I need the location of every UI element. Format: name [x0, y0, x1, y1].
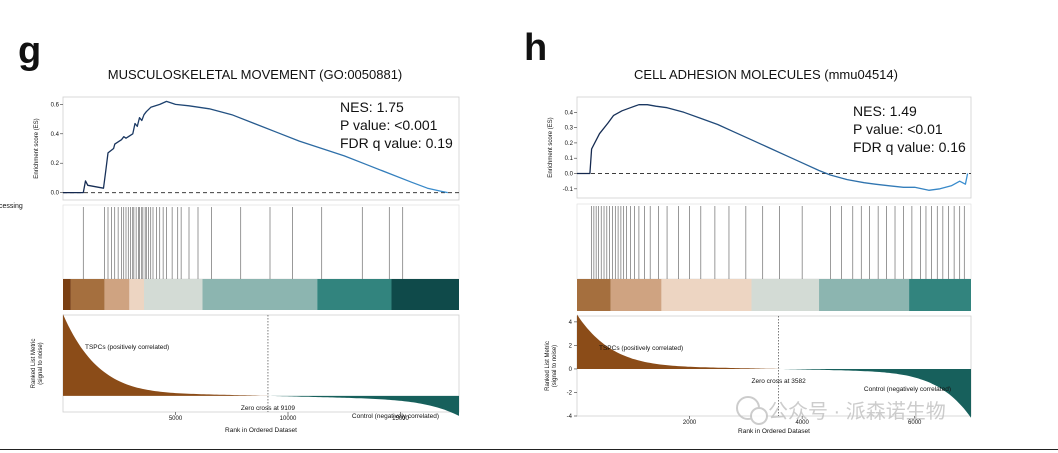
panel-h-heatmap-segment: [577, 279, 611, 311]
panel-g-metric-negative-area: [267, 395, 459, 416]
panel-h-es-ytick-label: 0.2: [565, 141, 574, 147]
panel-g-es-ytick-label: 0.2: [51, 161, 60, 167]
panel-h-zero-cross-label: Zero cross at 3582: [752, 378, 807, 385]
bottom-rule: [0, 449, 1058, 450]
panel-h-metric-ytick-label: 0: [569, 367, 573, 373]
panel-g-heatmap-segment: [70, 279, 105, 310]
panel-h-es-frame: [576, 96, 972, 199]
wechat-icon-bubble: [750, 407, 768, 425]
panel-h-metric-positive-area: [577, 314, 779, 369]
panel-h-es-ytick-label: 0.1: [565, 156, 574, 162]
panel-h-es-curve: [577, 104, 969, 191]
panel-g-heatmap-segment: [129, 279, 144, 310]
panel-h-metric-ytick-label: -4: [567, 414, 573, 420]
panel-h-stat-2: FDR q value: 0.16: [853, 139, 966, 155]
panel-g-stat-2: FDR q value: 0.19: [340, 135, 453, 151]
panel-h-xtick-label: 6000: [908, 420, 922, 426]
panel-g-heatmap-segment: [202, 279, 318, 310]
panel-h-es-ytick-label: 0.0: [565, 172, 574, 178]
panel-g-es-ytick-label: 0.6: [51, 102, 60, 108]
panel-h-es-ytick-label: 0.3: [565, 126, 574, 132]
panel-g-es-ytick-label: 0.4: [51, 132, 60, 138]
panel-g-xlabel: Rank in Ordered Dataset: [225, 427, 297, 434]
panel-h-metric-negative-area: [778, 368, 971, 418]
panel-h-negative-label: Control (negatively correlated): [864, 386, 951, 393]
panel-h-metric-ylabel-0: Ranked List Metric: [545, 341, 551, 391]
panel-h-xtick-label: 2000: [683, 420, 697, 426]
panel-g-heatmap-segment: [391, 279, 459, 310]
panel-h-heatmap-segment: [819, 279, 910, 311]
panel-g-heatmap-segment: [317, 279, 392, 310]
side-label-fragment: cessing: [0, 203, 23, 210]
panel-h-title: CELL ADHESION MOLECULES (mmu04514): [634, 67, 898, 82]
panel-g-zero-cross-label: Zero cross at 9109: [241, 405, 296, 412]
panel-h-es-ytick-label: -0.1: [563, 187, 574, 193]
panel-g-metric-positive-area: [63, 314, 268, 396]
panel-h-es-ylabel: Enrichment score (ES): [548, 117, 554, 177]
panel-g-metric-ylabel-0: Ranked List Metric: [31, 339, 37, 389]
panel-h-heatmap-segment: [909, 279, 971, 311]
panel-g-title: MUSCULOSKELETAL MOVEMENT (GO:0050881): [108, 67, 403, 82]
panel-g-es-ylabel: Enrichment score (ES): [34, 118, 40, 178]
panel-h-metric-ytick-label: 2: [569, 343, 573, 349]
watermark-text: 公众号 · 派森诺生物: [768, 400, 946, 423]
watermark: 公众号 · 派森诺生物: [736, 396, 946, 425]
panel-h-metric-ylabel-1: (signal to noise): [552, 345, 558, 387]
panel-g-es-curve: [63, 100, 448, 194]
panel-h-xlabel: Rank in Ordered Dataset: [738, 428, 810, 435]
panel-h-metric-ytick-label: 4: [569, 320, 573, 326]
panel-g-es-ytick-label: 0.0: [51, 191, 60, 197]
panel-h-heatmap-segment: [751, 279, 820, 311]
panel-h-stat-0: NES: 1.49: [853, 103, 917, 119]
panel-h-metric-ytick-label: -2: [567, 390, 573, 396]
panel-h-heatmap-segment: [610, 279, 662, 311]
panel-h-es-ytick-label: 0.4: [565, 110, 574, 116]
panel-g-heatmap-segment: [144, 279, 203, 310]
panel-h-xtick-label: 4000: [795, 420, 809, 426]
panel-g-metric-ylabel-1: (signal to noise): [38, 342, 44, 384]
panel-g-heatmap-segment: [63, 279, 71, 310]
panel-h-stat-1: P value: <0.01: [853, 121, 943, 137]
panel-h-positive-label: TSPCs (positively correlated): [599, 345, 683, 352]
panel-g-xtick-label: 5000: [169, 416, 183, 422]
panel-h-heatmap-segment: [661, 279, 752, 311]
panel-g-hits-frame: [62, 204, 460, 280]
panel-g-es-frame: [62, 96, 460, 201]
panel-g-xtick-label: 10000: [280, 416, 297, 422]
panel-g-heatmap-segment: [104, 279, 130, 310]
panel-g-stat-1: P value: <0.001: [340, 117, 438, 133]
panel-g-xtick-label: 15000: [392, 416, 409, 422]
panel-g-positive-label: TSPCs (positively correlated): [85, 344, 169, 351]
panel-g-stat-0: NES: 1.75: [340, 99, 404, 115]
panel-g-letter: g: [18, 30, 41, 72]
panel-h-letter: h: [524, 27, 547, 69]
panel-g-negative-label: Control (negatively correlated): [352, 413, 439, 420]
